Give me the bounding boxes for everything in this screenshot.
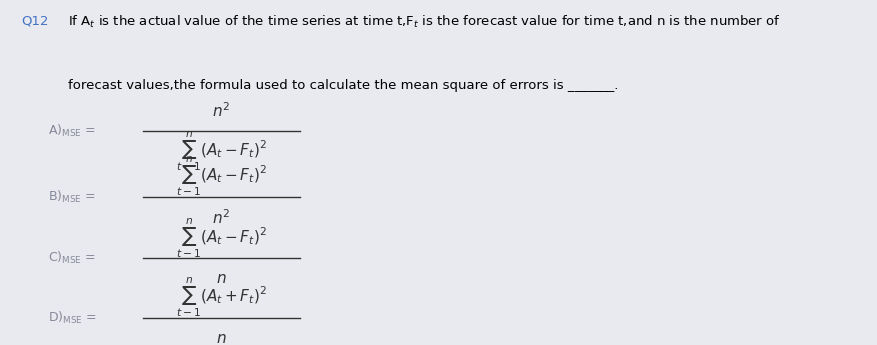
Text: C)$_{\rm MSE}$ =: C)$_{\rm MSE}$ =	[48, 250, 96, 266]
Text: Q12: Q12	[21, 14, 48, 27]
Text: $\sum_{t-1}^{n}(A_t-F_t)^2$: $\sum_{t-1}^{n}(A_t-F_t)^2$	[175, 155, 267, 198]
Text: $n^2$: $n^2$	[212, 208, 230, 227]
Text: $n$: $n$	[216, 271, 226, 286]
Text: $n^2$: $n^2$	[212, 101, 230, 120]
Text: D)$_{\rm MSE}$ =: D)$_{\rm MSE}$ =	[48, 310, 97, 326]
Text: $n$: $n$	[216, 331, 226, 345]
Text: $\sum_{t-1}^{n}(A_t-F_t)^2$: $\sum_{t-1}^{n}(A_t-F_t)^2$	[175, 129, 267, 173]
Text: $\sum_{t-1}^{n}(A_t-F_t)^2$: $\sum_{t-1}^{n}(A_t-F_t)^2$	[175, 216, 267, 260]
Text: $\sum_{t-1}^{n}(A_t+F_t)^2$: $\sum_{t-1}^{n}(A_t+F_t)^2$	[175, 276, 267, 319]
Text: B)$_{\rm MSE}$ =: B)$_{\rm MSE}$ =	[48, 189, 96, 205]
Text: If A$_t$ is the actual value of the time series at time t,F$_t$ is the forecast : If A$_t$ is the actual value of the time…	[68, 14, 780, 30]
Text: A)$_{\rm MSE}$ =: A)$_{\rm MSE}$ =	[48, 122, 96, 139]
Text: forecast values,the formula used to calculate the mean square of errors is _____: forecast values,the formula used to calc…	[68, 79, 617, 92]
